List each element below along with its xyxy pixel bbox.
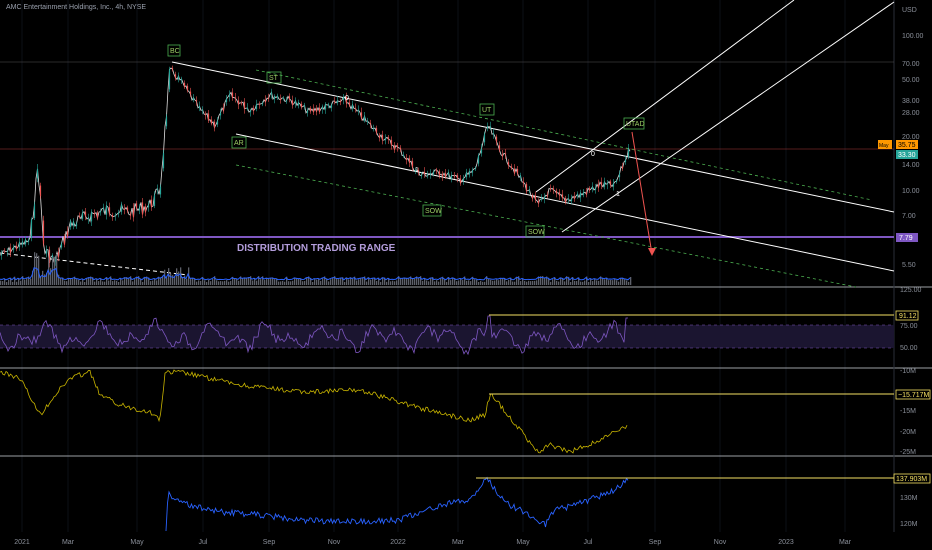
label-sow-1-text: SOW — [425, 208, 442, 215]
last-price-tag: 33.30 — [896, 150, 918, 159]
svg-text:33.30: 33.30 — [898, 152, 916, 159]
time-tick-label: Mar — [452, 539, 465, 546]
label-st[interactable]: ST — [266, 71, 282, 84]
time-tick-label: 2021 — [14, 539, 30, 546]
volume-bars — [0, 252, 632, 285]
time-tick-label: Nov — [714, 539, 727, 546]
rsi-tick-label: 50.00 — [900, 345, 918, 352]
rsi-series[interactable] — [0, 315, 628, 356]
label-bc-text: BC — [170, 48, 180, 55]
obv-axis[interactable]: -10M -15M -20M -25M -30M — [900, 0, 916, 456]
label-ar[interactable]: AR — [231, 136, 247, 149]
svg-text:137.903M: 137.903M — [896, 476, 927, 483]
point-0-a: 0 — [345, 95, 349, 102]
time-tick-label: May — [130, 539, 144, 546]
label-bc[interactable]: BC — [167, 44, 181, 57]
upper-dashed-channel[interactable] — [255, 69, 873, 201]
currency-label: USD — [902, 7, 917, 14]
price-series[interactable] — [0, 67, 631, 263]
svg-text:7.79: 7.79 — [899, 235, 913, 242]
price-tick-label: 100.00 — [902, 33, 924, 40]
time-tick-label: Jul — [584, 539, 593, 546]
price-tag-orange: May 35.75 — [878, 140, 918, 149]
indicator3-series[interactable] — [165, 476, 629, 532]
indicator3-axis[interactable]: 130M 120M — [900, 495, 918, 528]
label-st-text: ST — [269, 75, 279, 82]
price-tick-label: 14.00 — [902, 162, 920, 169]
volume-ma — [0, 267, 631, 281]
time-tick-label: Nov — [328, 539, 341, 546]
rsi-value-tag: 91.12 — [895, 310, 919, 321]
arrow-head-icon — [648, 248, 656, 256]
point-0-b: 0 — [591, 151, 595, 158]
rising-channel-upper[interactable] — [535, 0, 795, 193]
chart-title: AMC Entertainment Holdings, Inc., 4h, NY… — [6, 4, 147, 11]
time-tick-label: Mar — [62, 539, 75, 546]
price-tick-label: 70.00 — [902, 61, 920, 68]
time-tick-label: Sep — [263, 539, 276, 546]
label-sow-2-text: SOW — [528, 229, 545, 236]
rsi-axis[interactable]: 125.00 75.00 50.00 — [900, 287, 922, 352]
indicator3-tick-label: 130M — [900, 495, 918, 502]
rsi-tick-label: 75.00 — [900, 323, 918, 330]
distribution-range-label: DISTRIBUTION TRADING RANGE — [237, 243, 396, 254]
obv-series[interactable] — [0, 369, 628, 454]
price-tick-label: 50.00 — [902, 77, 920, 84]
label-ut-text: UT — [482, 107, 492, 114]
price-tick-label: 7.00 — [902, 213, 916, 220]
price-tick-label: 38.00 — [902, 98, 920, 105]
range-level-tag: 7.79 — [896, 233, 918, 242]
label-sow-2[interactable]: SOW — [525, 225, 545, 238]
point-1-b: 1 — [616, 191, 620, 198]
obv-tick-label: -30M — [900, 0, 916, 2]
rsi-tick-label: 125.00 — [900, 287, 922, 294]
obv-tick-label: -25M — [900, 449, 916, 456]
obv-tick-label: -20M — [900, 429, 916, 436]
svg-text:35.75: 35.75 — [898, 142, 916, 149]
time-tick-label: May — [516, 539, 530, 546]
time-tick-label: Jul — [199, 539, 208, 546]
projection-arrow[interactable] — [631, 131, 653, 255]
obv-tick-label: -10M — [900, 368, 916, 375]
svg-text:91.12: 91.12 — [899, 313, 917, 320]
time-tick-label: Sep — [649, 539, 662, 546]
svg-text:−15.717M: −15.717M — [898, 392, 929, 399]
label-ar-text: AR — [234, 140, 244, 147]
label-sow-1[interactable]: SOW — [422, 204, 442, 217]
indicator3-value-tag: 137.903M — [893, 473, 931, 484]
point-1-a: 1 — [415, 167, 419, 174]
time-tick-label: 2023 — [778, 539, 794, 546]
obv-tick-label: -15M — [900, 408, 916, 415]
upper-channel-line[interactable] — [171, 61, 895, 213]
label-ut[interactable]: UT — [479, 103, 495, 116]
time-axis[interactable]: 2021 Mar May Jul Sep Nov 2022 Mar May Jul Sep Nov 20… — [14, 539, 851, 546]
price-tick-label: 5.50 — [902, 262, 916, 269]
price-axis[interactable]: 100.00 70.00 50.00 38.00 28.00 20.00 14.00 10.0… — [902, 33, 924, 269]
price-tick-label: 20.00 — [902, 134, 920, 141]
indicator3-tick-label: 120M — [900, 521, 918, 528]
rising-channel-lower[interactable] — [561, 1, 895, 233]
time-tick-label: 2022 — [390, 539, 406, 546]
svg-text:May: May — [879, 143, 889, 149]
label-utad-text: UTAD — [626, 121, 645, 128]
lower-dashed-channel[interactable] — [235, 164, 857, 288]
price-tick-label: 10.00 — [902, 188, 920, 195]
price-tick-label: 28.00 — [902, 110, 920, 117]
time-tick-label: Mar — [839, 539, 852, 546]
rsi-band — [0, 325, 894, 348]
grid — [21, 0, 846, 532]
label-utad[interactable]: UTAD — [623, 117, 645, 130]
obv-value-tag: −15.717M — [895, 389, 931, 400]
lower-channel-line[interactable] — [235, 133, 895, 272]
candles[interactable] — [0, 65, 630, 268]
long-term-trendline[interactable] — [0, 252, 189, 276]
